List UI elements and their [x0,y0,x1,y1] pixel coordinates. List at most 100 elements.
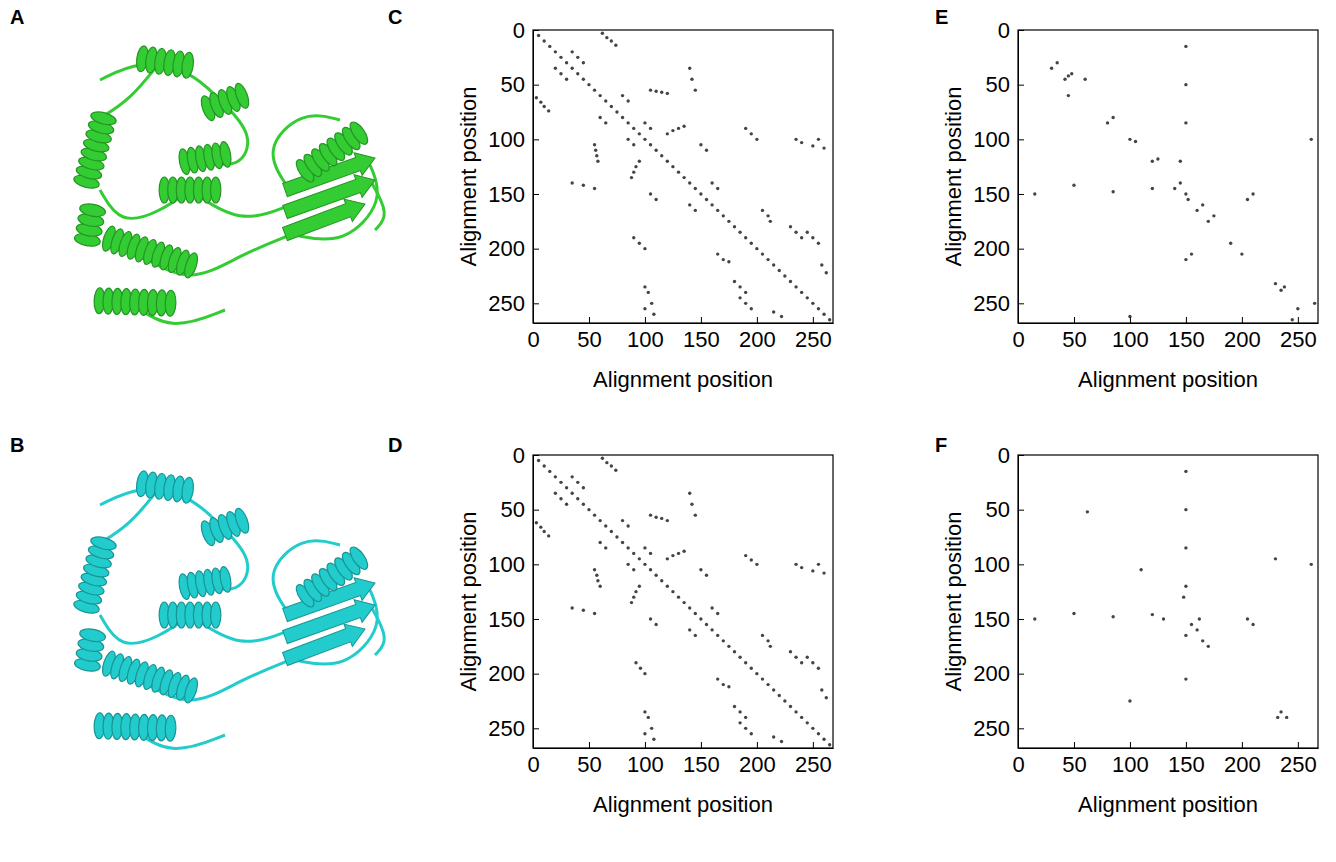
contact-point [727,645,730,648]
x-tick-mark [1242,742,1243,748]
contact-point [722,683,725,686]
contact-point [800,291,803,294]
x-tick-label: 100 [627,327,664,352]
contact-point [535,521,538,524]
contact-point [598,116,601,119]
contact-point [1198,617,1201,620]
contact-point [822,738,825,741]
contact-point [643,307,646,310]
y-tick-label: 150 [973,182,1010,207]
y-tick-mark [533,249,539,250]
contact-point [610,464,613,467]
contact-point [811,569,814,572]
structure-cartoon [72,470,384,748]
contact-point [559,497,562,500]
x-tick-mark [645,317,646,323]
contact-point [1182,595,1185,598]
contact-point [594,149,597,152]
contact-point [1285,716,1288,719]
contact-point [761,677,764,680]
contact-point [666,557,669,560]
loop [140,235,290,275]
contact-point [1184,258,1187,261]
x-tick-label: 50 [1062,327,1086,352]
contact-point [593,568,596,571]
contact-point [1072,612,1075,615]
x-tick-label: 100 [1112,752,1149,777]
contact-point [582,78,585,81]
contact-point [632,143,635,146]
contact-point [576,72,579,75]
points [533,455,831,746]
contact-point [716,612,719,615]
contact-point [778,269,781,272]
contact-point [677,552,680,555]
contact-point [811,236,814,239]
contact-point [772,735,775,738]
contact-point [654,516,657,519]
contact-point [660,154,663,157]
y-tick-mark [1018,303,1024,304]
x-tick: 200 [1224,742,1261,777]
contact-point [1291,318,1294,321]
contact-point [772,263,775,266]
y-tick-label: 100 [973,127,1010,152]
x-tick-label: 200 [1224,327,1261,352]
contact-point [716,187,719,190]
contact-point [727,260,730,263]
contact-point [570,181,573,184]
contact-point [554,492,557,495]
contact-point [688,181,691,184]
contact-point [1229,241,1232,244]
y-tick-mark [533,85,539,86]
x-tick-mark [813,742,814,748]
y-tick: 0 [998,443,1024,468]
contact-point [822,146,825,149]
contact-point [1111,615,1114,618]
contact-point [705,149,708,152]
helix [177,141,232,176]
x-tick-mark [589,742,590,748]
y-tick-mark [1018,674,1024,675]
x-axis: 050100150200250 [527,317,833,352]
contact-point [780,315,783,318]
contact-point [738,721,741,724]
contact-point [1151,613,1154,616]
y-tick: 50 [501,72,539,97]
contact-point [1184,585,1187,588]
x-axis-title: Alignment position [593,367,773,392]
helix [74,627,107,673]
contact-point [806,296,809,299]
helix-turn [79,627,107,643]
y-tick: 0 [998,18,1024,43]
contact-point [789,705,792,708]
contact-point [638,132,641,135]
contact-point [632,170,635,173]
contact-point [587,83,590,86]
contact-point [1240,252,1243,255]
contact-point [733,705,736,708]
contact-point [822,571,825,574]
loop [370,180,384,230]
contact-point [1111,190,1114,193]
y-tick: 200 [488,236,539,261]
contact-point [677,127,680,130]
points [533,30,831,321]
x-tick-mark [1130,742,1131,748]
contact-point [649,127,652,130]
x-tick-mark [757,317,758,323]
y-tick-label: 50 [986,497,1010,522]
x-tick: 200 [739,742,776,777]
x-tick-mark [1186,317,1187,323]
contact-point [654,623,657,626]
contact-point [1139,568,1142,571]
helix-turn [232,82,251,110]
y-tick-mark [1018,564,1024,565]
contact-point [604,99,607,102]
contact-point [671,129,674,132]
contact-point [671,165,674,168]
contact-point [1162,617,1165,620]
y-axis-line [1018,31,1019,324]
contact-point [778,694,781,697]
panel-letter: A [10,6,24,28]
